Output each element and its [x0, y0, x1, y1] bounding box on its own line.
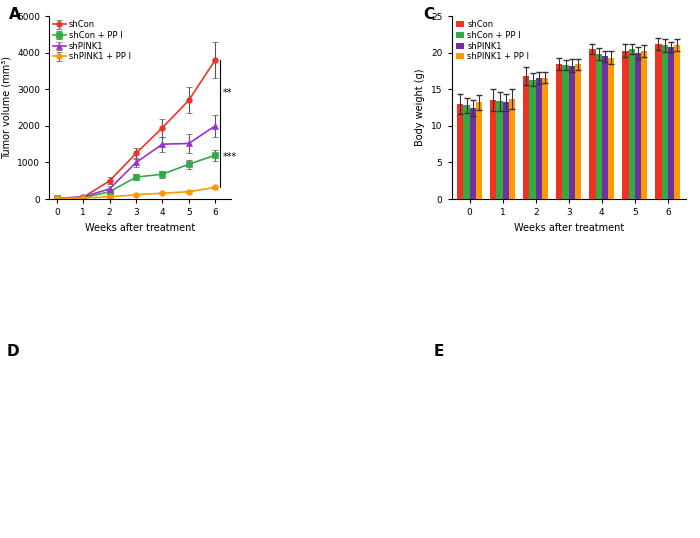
Bar [655, 44, 662, 199]
Bar [476, 102, 482, 199]
Bar [509, 99, 515, 199]
Legend: shCon, shCon + PP I, shPINK1, shPINK1 + PP I: shCon, shCon + PP I, shPINK1, shPINK1 + … [53, 20, 131, 61]
Bar [496, 101, 503, 199]
Bar [568, 66, 575, 199]
Text: C: C [424, 7, 435, 22]
Y-axis label: Tumor volume (mm³): Tumor volume (mm³) [1, 56, 11, 159]
Bar [635, 53, 641, 199]
Text: D: D [7, 344, 20, 359]
X-axis label: Weeks after treatment: Weeks after treatment [85, 223, 195, 232]
Bar [523, 76, 529, 199]
Bar [556, 63, 563, 199]
Text: ***: *** [223, 152, 237, 161]
Bar [602, 56, 608, 199]
Bar [596, 54, 602, 199]
Bar [542, 77, 548, 199]
Bar [668, 47, 674, 199]
Bar [490, 100, 496, 199]
Text: **: ** [223, 88, 232, 98]
Bar [457, 104, 463, 199]
Bar [589, 49, 596, 199]
Bar [629, 49, 635, 199]
Bar [563, 65, 568, 199]
Bar [503, 102, 509, 199]
Y-axis label: Body weight (g): Body weight (g) [415, 69, 426, 146]
Text: A: A [9, 7, 21, 22]
Text: E: E [434, 344, 444, 359]
Legend: shCon, shCon + PP I, shPINK1, shPINK1 + PP I: shCon, shCon + PP I, shPINK1, shPINK1 + … [456, 20, 529, 61]
Bar [674, 45, 680, 199]
Bar [641, 51, 648, 199]
Bar [575, 65, 581, 199]
Bar [662, 45, 668, 199]
Bar [622, 51, 629, 199]
X-axis label: Weeks after treatment: Weeks after treatment [514, 223, 624, 232]
Bar [529, 80, 536, 199]
Bar [608, 58, 615, 199]
Bar [536, 79, 542, 199]
Bar [463, 105, 470, 199]
Bar [470, 108, 476, 199]
